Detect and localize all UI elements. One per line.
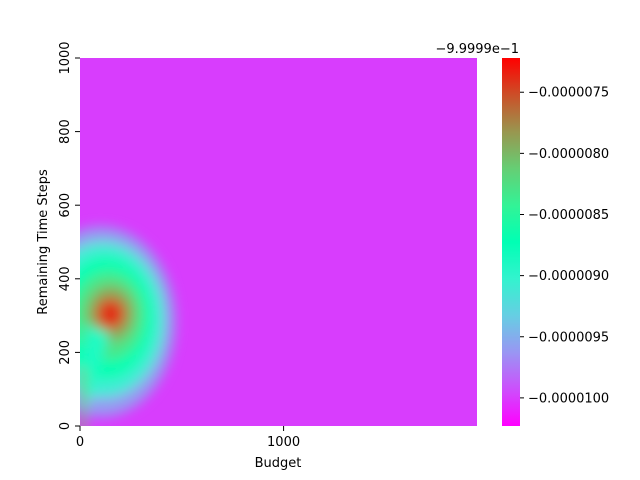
y-axis: 0 200 400 600 800 1000 (58, 41, 80, 430)
x-tick-label: 1000 (267, 435, 300, 450)
y-tick-label: 800 (58, 119, 73, 144)
hotspot-contour (96, 298, 125, 329)
y-tick-label: 400 (58, 266, 73, 291)
colorbar-offset-label: −9.9999e−1 (435, 42, 519, 57)
heatmap-hotspots (80, 226, 176, 426)
y-axis-label: Remaining Time Steps (36, 169, 51, 315)
heatmap-area (80, 58, 477, 426)
x-tick-label: 0 (76, 435, 84, 450)
colorbar-tick-label: −0.0000075 (528, 86, 609, 101)
colorbar-tick-label: −0.0000095 (528, 330, 609, 345)
y-tick-label: 1000 (58, 41, 73, 74)
left-edge-strip (80, 367, 85, 426)
x-axis: 0 1000 (76, 426, 300, 450)
colorbar-tick-label: −0.0000080 (528, 147, 609, 162)
colorbar: −0.0000075 −0.0000080 −0.0000085 −0.0000090… (502, 58, 609, 426)
y-tick-label: 200 (58, 340, 73, 365)
y-tick-label: 600 (58, 193, 73, 218)
colorbar-tick-label: −0.0000090 (528, 269, 609, 284)
colorbar-tick-label: −0.0000100 (528, 391, 609, 406)
y-tick-label: 0 (58, 422, 73, 430)
colorbar-tick-label: −0.0000085 (528, 208, 609, 223)
hotspot-tail (80, 323, 110, 426)
colorbar-gradient (502, 58, 520, 426)
x-axis-label: Budget (255, 456, 302, 471)
